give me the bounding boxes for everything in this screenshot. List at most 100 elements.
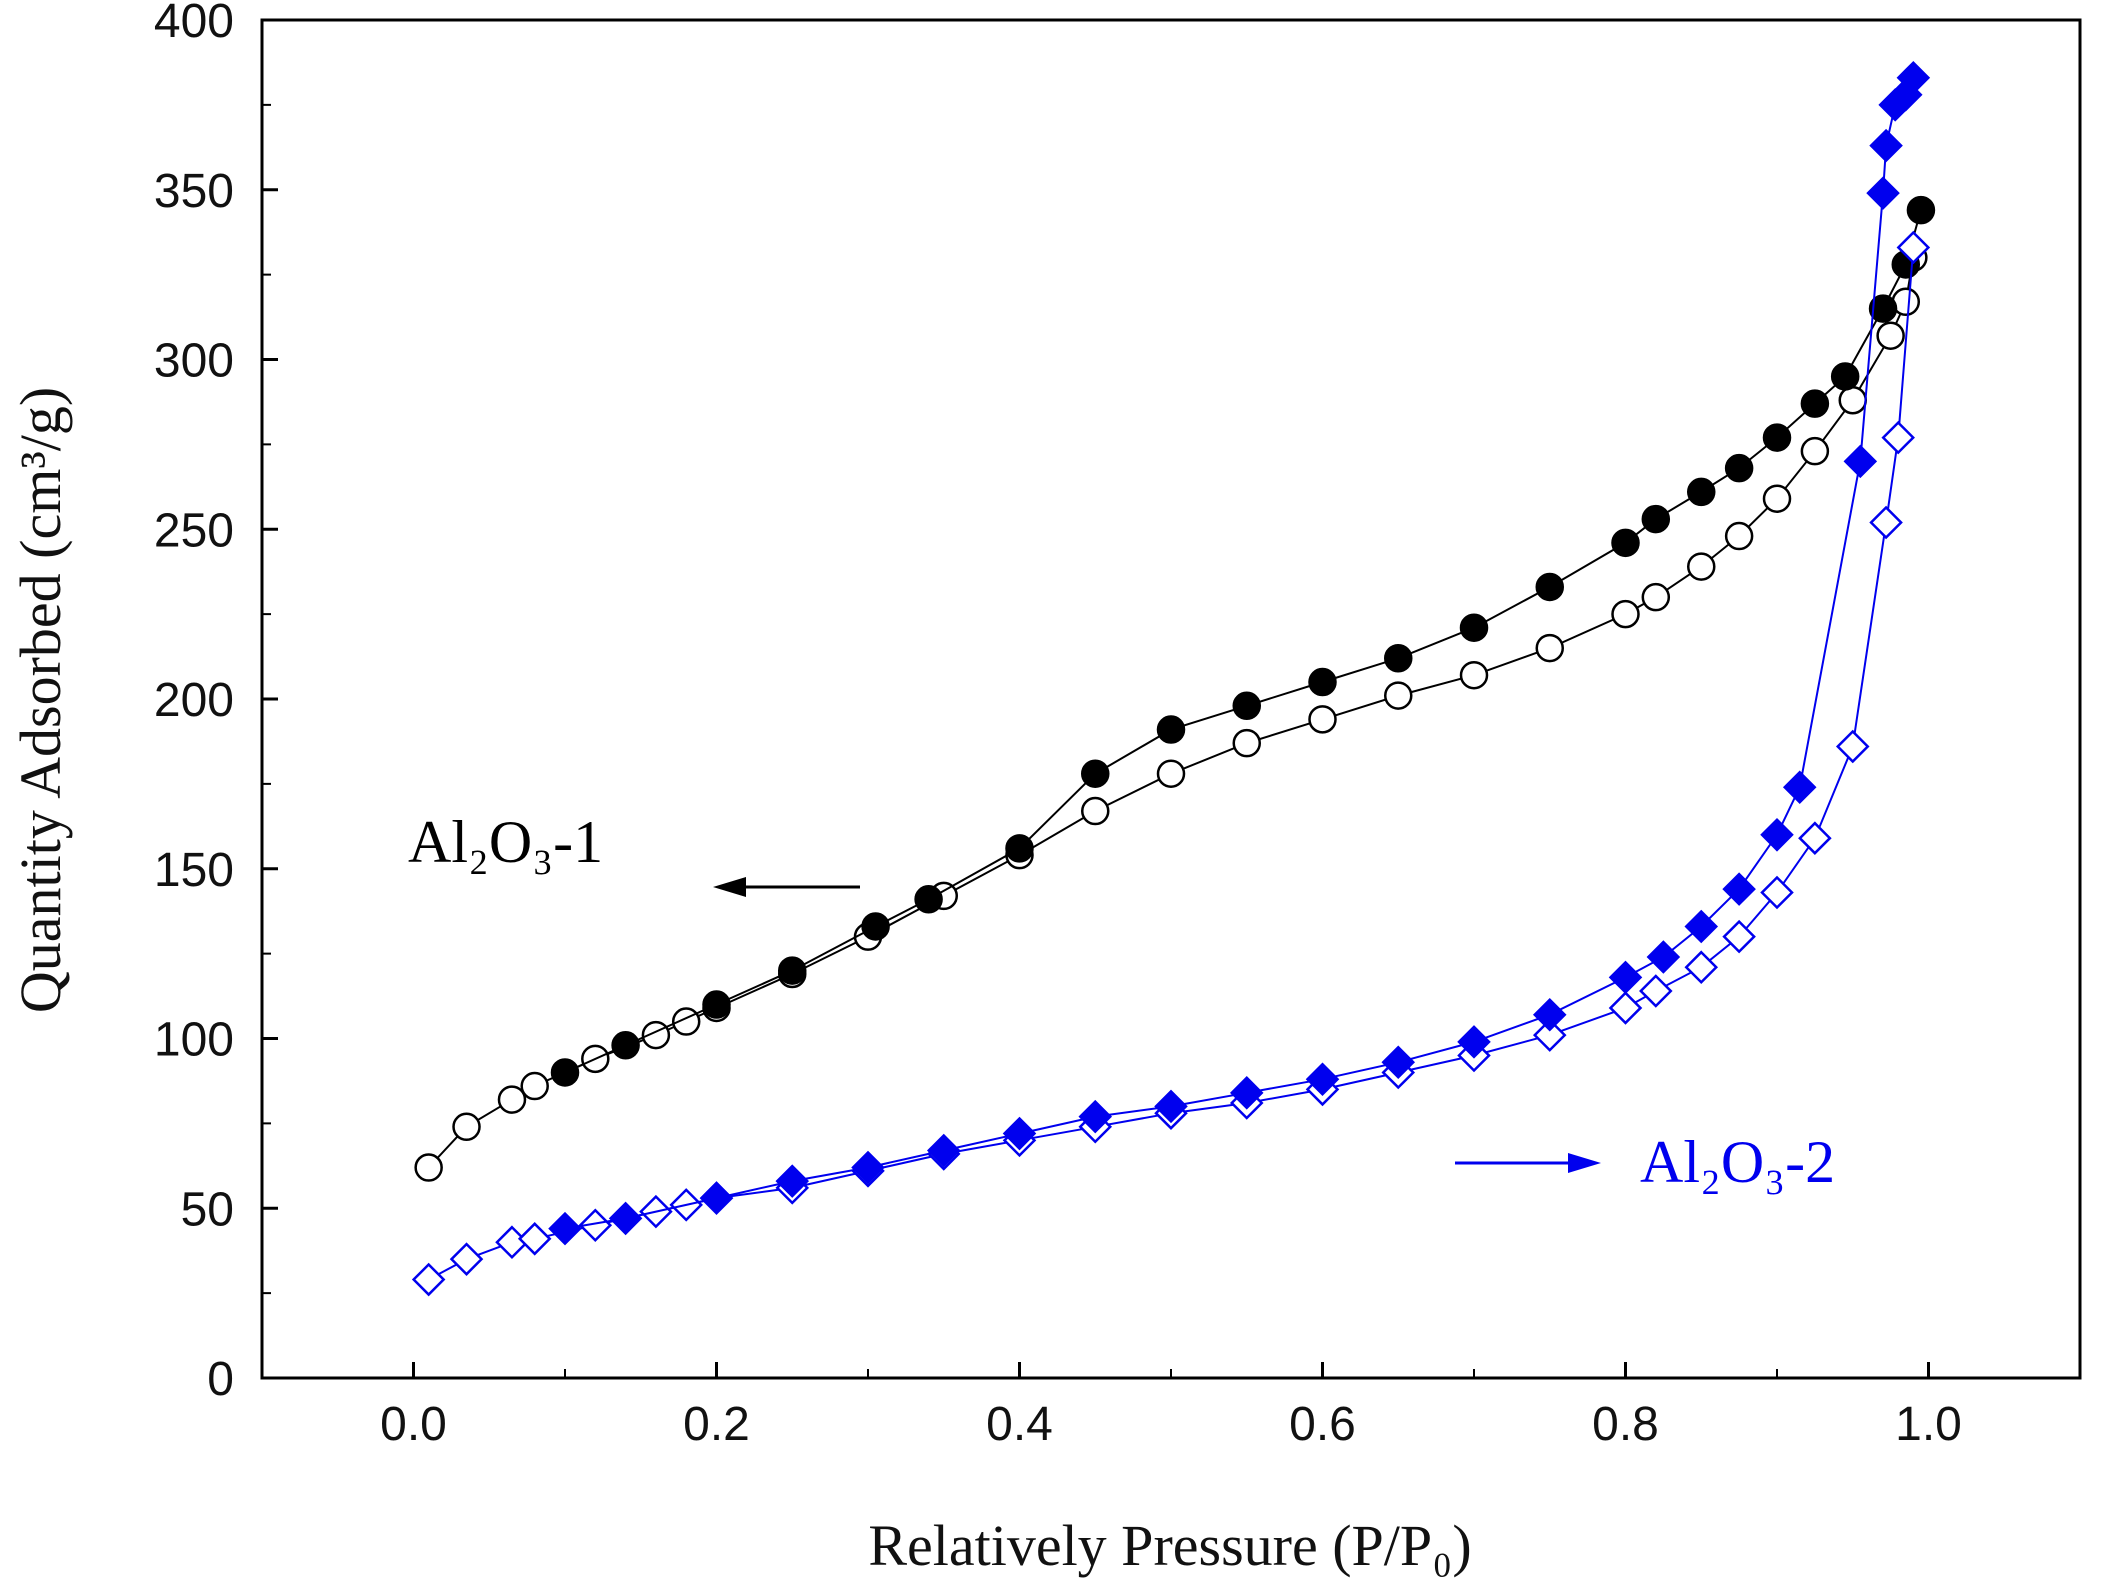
data-point (1081, 759, 1110, 788)
data-point (1154, 1089, 1188, 1124)
y-tick-label: 300 (154, 335, 234, 388)
data-point (1005, 834, 1034, 863)
data-point (1906, 195, 1936, 225)
data-point (1684, 950, 1719, 984)
data-point (520, 1071, 549, 1101)
series-2 (411, 60, 1931, 1297)
data-point (1305, 1062, 1340, 1097)
y-tick-label: 250 (154, 504, 234, 557)
data-point (1866, 176, 1900, 210)
data-point (1687, 552, 1716, 581)
data-point (1641, 582, 1671, 612)
data-point (1722, 919, 1756, 954)
data-point (1646, 940, 1681, 974)
data-point (1639, 974, 1673, 1008)
y-tick-label: 0 (207, 1353, 234, 1406)
data-point (1308, 667, 1337, 697)
data-point (1868, 294, 1898, 323)
annotation-arrow-1 (713, 877, 860, 897)
data-point (497, 1085, 527, 1114)
data-point (1881, 420, 1915, 455)
annotation-label-2: Al₂O₃-2 (1640, 1129, 1835, 1195)
series-1-line-2 (564, 209, 1922, 1074)
data-point (1896, 60, 1931, 95)
data-point (1760, 818, 1794, 852)
y-tick-label: 50 (181, 1183, 234, 1236)
data-point (1838, 385, 1867, 415)
data-point (1232, 728, 1261, 758)
data-point (1532, 1018, 1567, 1052)
data-point (1724, 521, 1754, 551)
y-tick-label: 200 (154, 674, 234, 727)
data-point (1608, 991, 1643, 1025)
data-point (1800, 436, 1830, 466)
data-point (1156, 715, 1186, 744)
data-point (778, 956, 807, 985)
data-point (1081, 796, 1110, 826)
x-axis-title: Relatively Pressure (P/P₀) (868, 1513, 1471, 1578)
data-point (1384, 644, 1413, 673)
data-point (1782, 770, 1817, 805)
data-point (611, 1031, 640, 1060)
data-point (1722, 872, 1756, 906)
annotation-arrow-2 (1455, 1153, 1601, 1173)
y-tick-label: 150 (154, 844, 234, 897)
data-point (452, 1112, 481, 1142)
y-tick-label: 400 (154, 0, 234, 48)
data-point (1608, 960, 1643, 995)
y-tick-label: 350 (154, 165, 234, 218)
y-axis-title: Quantity Adsorbed (cm³/g) (8, 387, 73, 1013)
y-tick-label: 100 (154, 1014, 234, 1067)
data-point (414, 1153, 443, 1182)
data-point (1384, 681, 1413, 710)
data-point (1381, 1045, 1416, 1080)
data-point (1156, 759, 1186, 788)
data-point (449, 1242, 484, 1276)
data-point (1535, 633, 1564, 663)
x-tick-label: 0.2 (683, 1398, 750, 1451)
data-point (1798, 821, 1832, 855)
x-tick-label: 0.6 (1289, 1398, 1356, 1451)
data-point (1724, 453, 1754, 483)
annotation-label-1: Al₂O₃-1 (408, 809, 603, 875)
data-point (1843, 444, 1878, 479)
data-point (1459, 660, 1489, 690)
data-point (775, 1164, 810, 1198)
data-point (550, 1058, 580, 1087)
data-point (1762, 423, 1792, 452)
x-tick-label: 0.8 (1592, 1398, 1659, 1451)
data-point (1760, 875, 1794, 910)
data-point (926, 1133, 961, 1168)
data-point (1684, 909, 1719, 944)
data-point (1896, 230, 1931, 265)
data-point (1762, 484, 1792, 513)
data-point (1535, 572, 1564, 602)
data-point (1532, 997, 1567, 1032)
data-point (548, 1211, 582, 1246)
data-point (1641, 504, 1671, 534)
data-point (1308, 705, 1337, 734)
x-tick-label: 0.0 (380, 1398, 447, 1451)
data-point (411, 1262, 446, 1297)
data-point (1002, 1116, 1037, 1151)
data-point (1078, 1099, 1113, 1134)
data-point (699, 1181, 734, 1215)
data-point (914, 885, 943, 914)
data-point (578, 1208, 613, 1242)
data-point (1830, 362, 1860, 391)
data-point (702, 990, 731, 1019)
data-point (1457, 1025, 1491, 1059)
data-point (851, 1150, 885, 1185)
series-layer (411, 60, 1936, 1297)
data-point (1459, 613, 1489, 642)
data-point (1800, 389, 1830, 418)
series-2-line-2 (564, 77, 1915, 1230)
data-point (1232, 691, 1261, 721)
data-point (861, 912, 890, 941)
series-1 (414, 195, 1936, 1182)
data-point (1229, 1076, 1264, 1110)
data-point (1687, 477, 1716, 507)
data-point (608, 1201, 643, 1236)
data-point (517, 1222, 552, 1256)
